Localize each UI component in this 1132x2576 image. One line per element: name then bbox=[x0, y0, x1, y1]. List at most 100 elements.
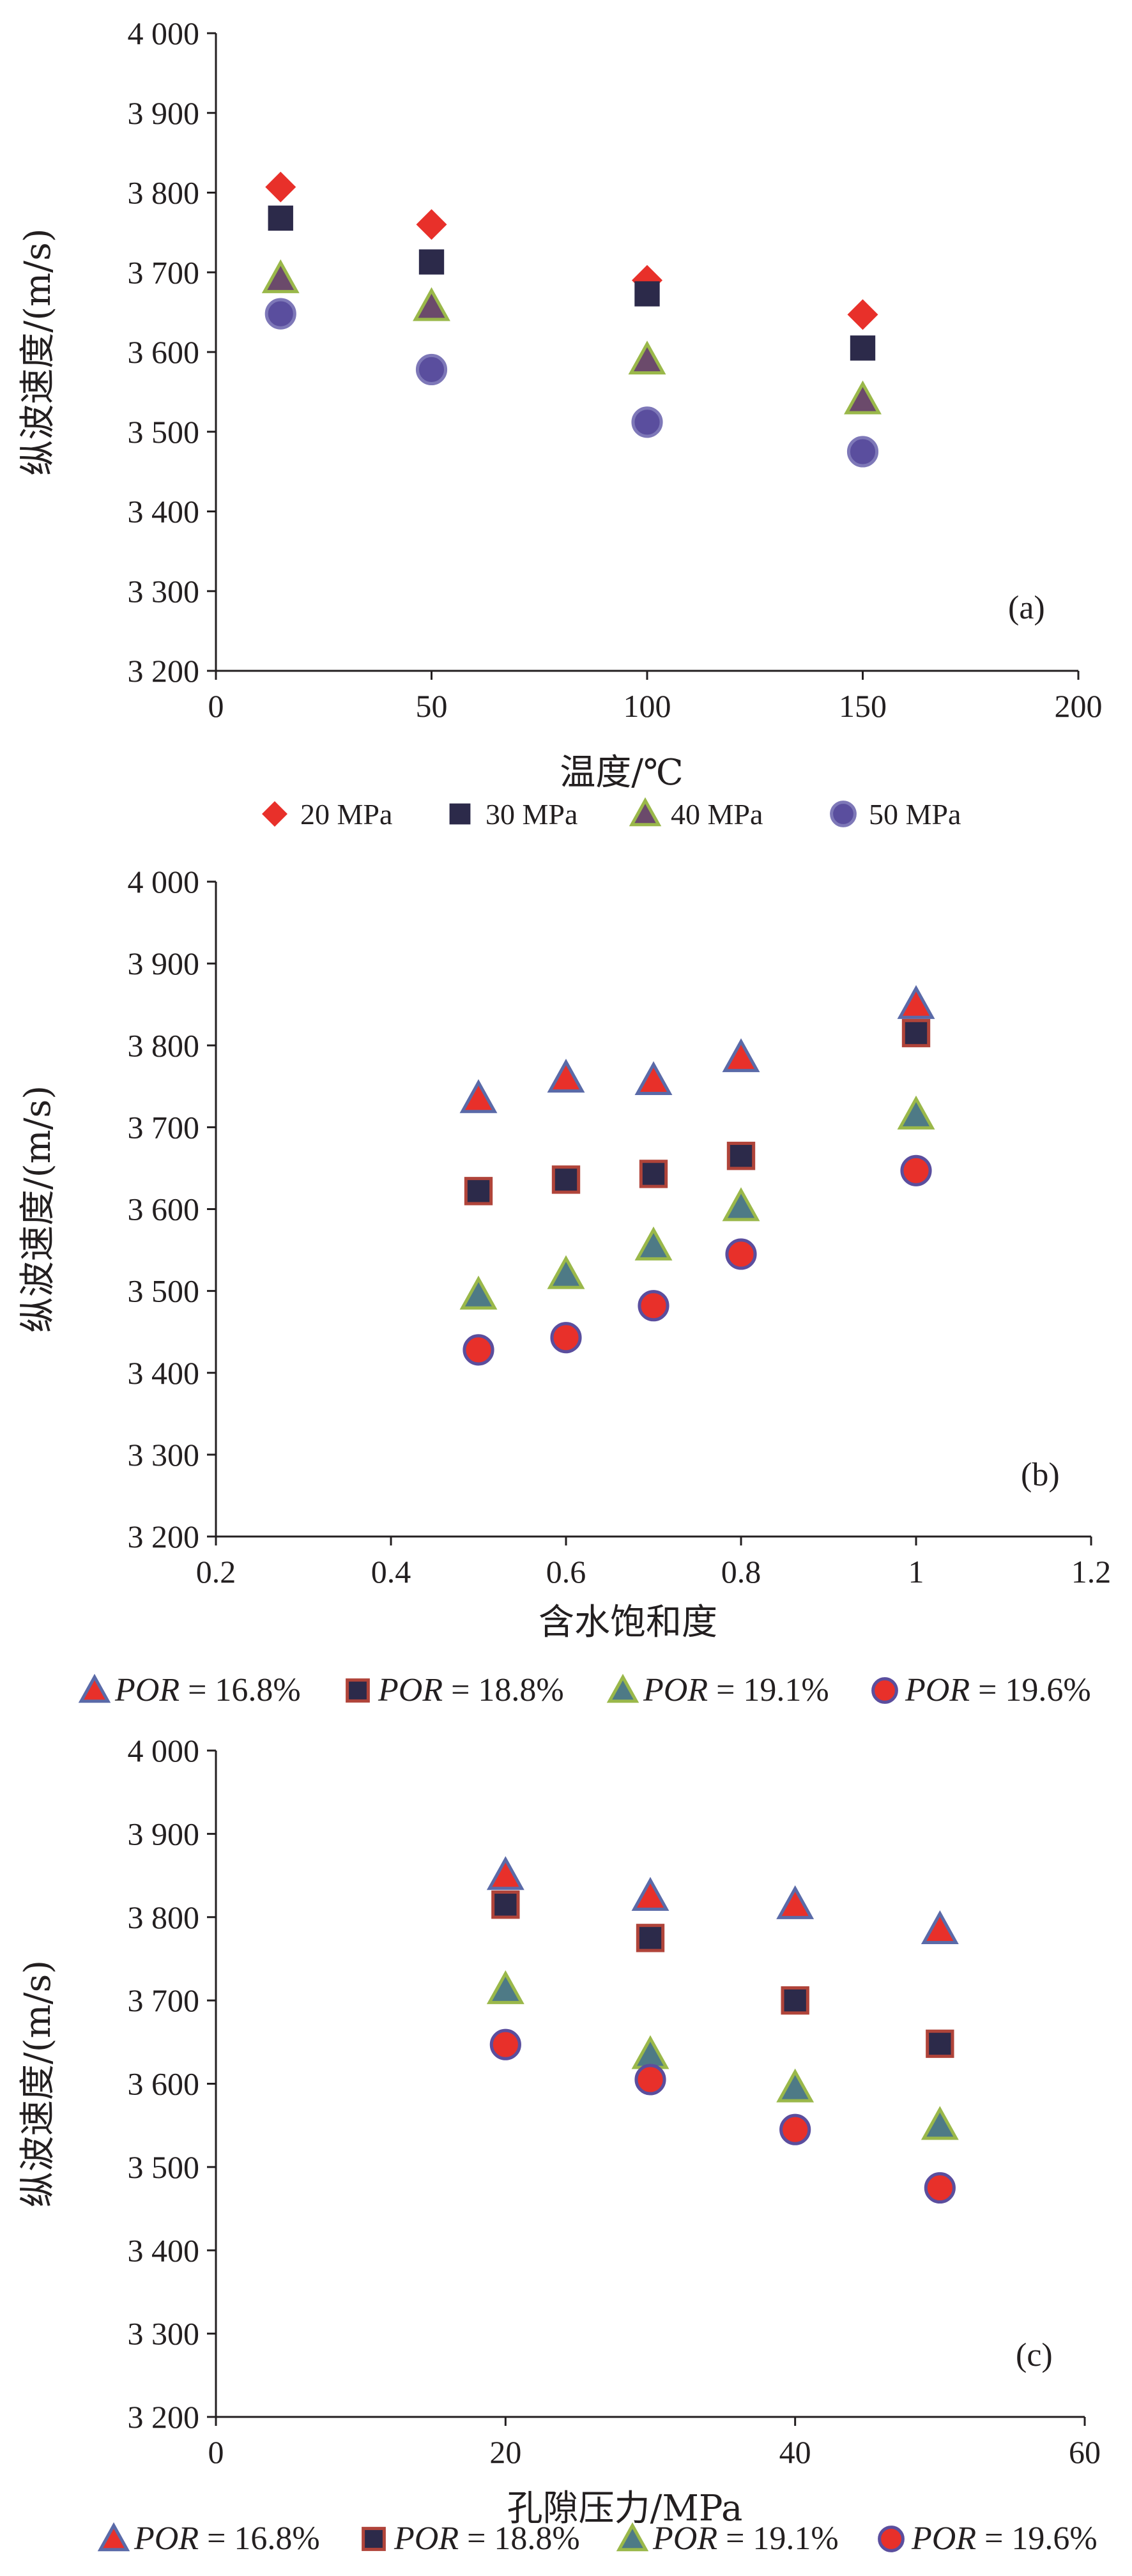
y-tick-label: 3 800 bbox=[128, 175, 200, 211]
y-tick-label: 3 600 bbox=[128, 1192, 200, 1227]
x-tick-label: 200 bbox=[1055, 688, 1103, 724]
data-point-series-3 bbox=[459, 1275, 498, 1310]
legend-marker-4 bbox=[878, 2526, 905, 2552]
data-point-series-3 bbox=[413, 287, 450, 321]
legend-marker-1 bbox=[78, 1673, 111, 1703]
data-point-series-1 bbox=[776, 1885, 815, 1919]
data-point-series-4 bbox=[463, 1334, 494, 1366]
y-tick-label: 4 000 bbox=[128, 1733, 200, 1768]
legend-marker-2 bbox=[362, 2527, 386, 2551]
y-tick-label: 3 500 bbox=[128, 1273, 200, 1309]
data-point-series-1 bbox=[847, 299, 878, 330]
data-point-series-2 bbox=[726, 1142, 756, 1170]
data-point-series-3 bbox=[486, 1970, 524, 2004]
legend-label-4: 50 MPa bbox=[869, 798, 961, 831]
y-tick-label: 3 400 bbox=[128, 2232, 200, 2268]
data-point-series-3 bbox=[844, 380, 882, 415]
legend-label-4: POR = 19.6% bbox=[911, 2520, 1098, 2557]
data-point-series-4 bbox=[900, 1154, 932, 1186]
x-tick-label: 0 bbox=[208, 2434, 224, 2470]
data-point-series-4 bbox=[846, 436, 879, 468]
x-tick-label: 0.2 bbox=[196, 1554, 236, 1590]
data-point-series-1 bbox=[547, 1059, 585, 1093]
data-point-series-2 bbox=[926, 2029, 954, 2058]
data-point-series-3 bbox=[897, 1095, 935, 1130]
x-tick-label: 0.4 bbox=[371, 1554, 411, 1590]
legend-marker-1 bbox=[262, 801, 287, 827]
data-point-series-3 bbox=[628, 341, 666, 375]
x-axis-label: 孔隙压力/MPa bbox=[507, 2488, 743, 2529]
x-tick-label: 0.6 bbox=[546, 1554, 586, 1590]
data-point-series-2 bbox=[781, 1986, 809, 2015]
data-point-series-1 bbox=[631, 1876, 669, 1911]
x-tick-label: 1 bbox=[908, 1554, 924, 1590]
data-point-series-4 bbox=[489, 2028, 521, 2060]
legend-label-4: POR = 19.6% bbox=[905, 1672, 1091, 1708]
y-tick-label: 3 400 bbox=[128, 494, 200, 530]
data-point-series-3 bbox=[634, 1226, 673, 1261]
x-axis-label: 温度/℃ bbox=[560, 752, 684, 793]
data-point-series-1 bbox=[634, 1061, 673, 1096]
data-point-series-1 bbox=[265, 171, 296, 203]
x-tick-label: 20 bbox=[489, 2434, 521, 2470]
panel-tag: (c) bbox=[1016, 2337, 1053, 2373]
legend-label-2: 30 MPa bbox=[486, 798, 577, 831]
data-point-series-3 bbox=[722, 1187, 760, 1222]
data-point-series-2 bbox=[634, 281, 660, 307]
legend-marker-4 bbox=[871, 1677, 898, 1704]
y-tick-label: 3 500 bbox=[128, 414, 200, 450]
x-tick-label: 1.2 bbox=[1071, 1554, 1112, 1590]
y-axis-label: 纵波速度/(m/s) bbox=[17, 1085, 59, 1333]
data-point-series-3 bbox=[631, 2035, 669, 2069]
legend-label-2: POR = 18.8% bbox=[394, 2520, 580, 2557]
data-point-series-2 bbox=[464, 1177, 493, 1206]
data-point-series-1 bbox=[722, 1038, 760, 1073]
data-point-series-4 bbox=[634, 2064, 666, 2096]
x-tick-label: 100 bbox=[623, 688, 671, 724]
panel-tag: (a) bbox=[1008, 590, 1045, 626]
legend-label-1: 20 MPa bbox=[300, 798, 392, 831]
legend-label-2: POR = 18.8% bbox=[378, 1672, 564, 1708]
data-point-series-2 bbox=[551, 1165, 581, 1194]
data-point-series-4 bbox=[264, 298, 296, 330]
legend-marker-1 bbox=[97, 2522, 130, 2552]
data-point-series-2 bbox=[418, 249, 445, 275]
x-tick-label: 0 bbox=[208, 688, 224, 724]
data-point-series-4 bbox=[924, 2172, 956, 2204]
panel-tag: (b) bbox=[1021, 1457, 1060, 1493]
legend-marker-3 bbox=[629, 797, 662, 827]
x-tick-label: 50 bbox=[416, 688, 448, 724]
data-point-series-1 bbox=[416, 209, 447, 240]
y-tick-label: 3 700 bbox=[128, 1109, 200, 1145]
y-tick-label: 3 500 bbox=[128, 2149, 200, 2185]
data-point-series-4 bbox=[550, 1322, 582, 1354]
y-tick-label: 3 600 bbox=[128, 2066, 200, 2102]
legend-label-3: POR = 19.1% bbox=[652, 2520, 839, 2557]
y-tick-label: 3 900 bbox=[128, 1816, 200, 1851]
y-tick-label: 3 600 bbox=[128, 334, 200, 370]
y-tick-label: 3 900 bbox=[128, 946, 200, 981]
y-tick-label: 3 900 bbox=[128, 95, 200, 131]
legend-label-3: 40 MPa bbox=[671, 798, 763, 831]
chart-panel-3: 3 200 3 300 3 400 3 500 3 600 3 700 3 800 3 900… bbox=[17, 1733, 1101, 2557]
data-point-series-3 bbox=[547, 1255, 585, 1289]
y-tick-label: 3 300 bbox=[128, 573, 200, 609]
data-point-series-1 bbox=[486, 1856, 524, 1890]
y-axis-label: 纵波速度/(m/s) bbox=[17, 228, 59, 475]
data-point-series-2 bbox=[901, 1018, 931, 1048]
data-point-series-4 bbox=[631, 406, 663, 438]
data-point-series-1 bbox=[459, 1079, 498, 1114]
chart-panel-2: 3 200 3 300 3 400 3 500 3 600 3 700 3 800 3 900… bbox=[17, 864, 1111, 1708]
x-tick-label: 40 bbox=[779, 2434, 811, 2470]
legend-marker-3 bbox=[616, 2522, 649, 2552]
data-point-series-2 bbox=[491, 1890, 520, 1919]
y-tick-label: 3 200 bbox=[128, 653, 200, 689]
y-tick-label: 3 700 bbox=[128, 254, 200, 290]
legend-marker-3 bbox=[606, 1673, 639, 1703]
y-tick-label: 3 800 bbox=[128, 1899, 200, 1935]
data-point-series-4 bbox=[415, 353, 448, 386]
y-tick-label: 3 400 bbox=[128, 1355, 200, 1391]
y-tick-label: 3 200 bbox=[128, 2399, 200, 2435]
data-point-series-1 bbox=[897, 985, 935, 1019]
